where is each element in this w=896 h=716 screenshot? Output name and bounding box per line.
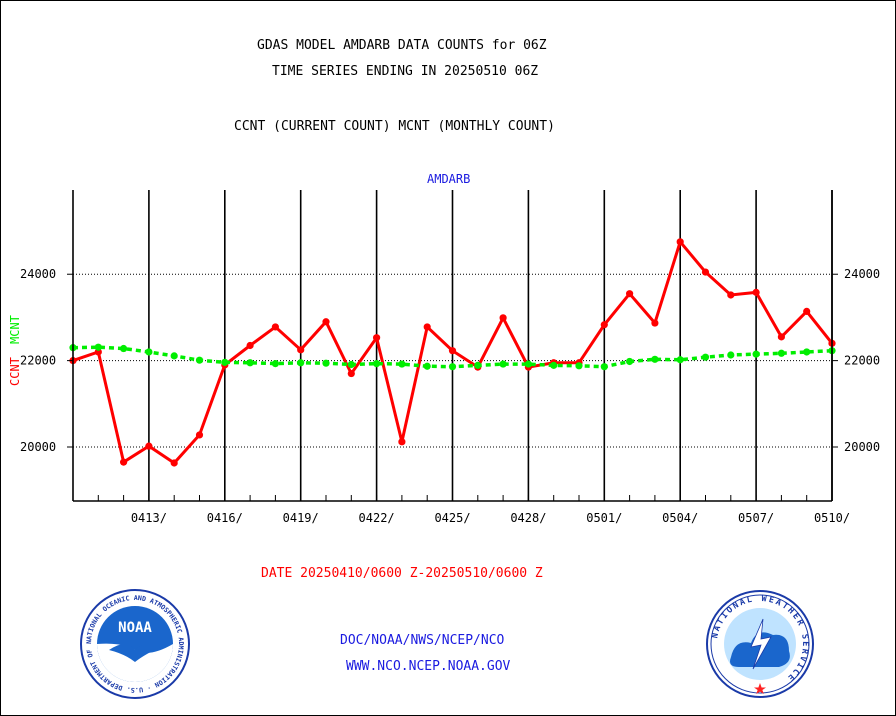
noaa-logo: NOAA NATIONAL OCEANIC AND ATMOSPHERIC AD… xyxy=(79,588,190,699)
point-ccnt xyxy=(246,341,254,350)
point-ccnt xyxy=(626,290,634,298)
point-mcnt xyxy=(524,360,533,368)
point-ccnt xyxy=(322,318,330,326)
title-line-2: TIME SERIES ENDING IN 20250510 06Z xyxy=(272,64,539,79)
point-mcnt xyxy=(752,350,760,358)
point-ccnt xyxy=(195,431,204,439)
point-mcnt xyxy=(550,361,558,369)
x-tick-label: 0504/ xyxy=(662,511,698,525)
website-line: WWW.NCO.NCEP.NOAA.GOV xyxy=(346,659,511,674)
x-tick-label: 0422/ xyxy=(359,511,395,525)
org-line: DOC/NOAA/NWS/NCEP/NCO xyxy=(340,633,505,648)
point-ccnt xyxy=(347,369,355,378)
point-ccnt xyxy=(752,288,760,296)
point-mcnt xyxy=(195,356,204,364)
point-mcnt xyxy=(448,363,457,371)
point-mcnt xyxy=(120,344,128,353)
point-ccnt xyxy=(271,323,279,331)
point-ccnt xyxy=(727,291,735,299)
x-tick-label: 0510/ xyxy=(814,511,850,525)
point-mcnt xyxy=(271,360,279,368)
point-mcnt xyxy=(803,348,811,356)
point-ccnt xyxy=(145,442,153,450)
point-mcnt xyxy=(423,362,431,370)
point-ccnt xyxy=(398,438,406,446)
point-ccnt xyxy=(676,238,684,246)
y-tick-label-left: 20000 xyxy=(20,440,56,454)
point-ccnt xyxy=(600,321,608,329)
point-mcnt xyxy=(94,343,102,351)
point-mcnt xyxy=(777,349,786,357)
point-ccnt xyxy=(701,268,710,276)
title-line-1: GDAS MODEL AMDARB DATA COUNTS for 06Z xyxy=(257,38,547,53)
point-ccnt xyxy=(448,347,457,355)
point-ccnt xyxy=(120,458,128,466)
point-ccnt xyxy=(651,319,659,327)
series-layer xyxy=(69,238,836,467)
subtitle: CCNT (CURRENT COUNT) MCNT (MONTHLY COUNT… xyxy=(234,119,555,134)
svg-text:NOAA: NOAA xyxy=(118,620,152,636)
point-mcnt xyxy=(499,360,507,368)
point-mcnt xyxy=(701,353,710,361)
point-mcnt xyxy=(600,363,608,371)
point-mcnt xyxy=(347,360,355,369)
point-mcnt xyxy=(373,360,381,368)
point-mcnt xyxy=(398,360,406,368)
x-tick-label: 0501/ xyxy=(586,511,622,525)
point-mcnt xyxy=(727,351,735,359)
point-mcnt xyxy=(297,359,305,367)
point-mcnt xyxy=(246,359,254,367)
grid-lines xyxy=(73,190,833,501)
x-tick-label: 0416/ xyxy=(207,511,243,525)
y-tick-label-left: 24000 xyxy=(20,267,56,281)
tick-labels: 20000 20000 22000 22000 24000 24000 0413/0416/… xyxy=(20,267,880,525)
y-tick-label-right: 20000 xyxy=(844,440,880,454)
point-ccnt xyxy=(777,333,786,341)
x-tick-label: 0413/ xyxy=(131,511,167,525)
point-ccnt xyxy=(170,459,178,467)
point-mcnt xyxy=(170,352,178,360)
y-tick-label-right: 24000 xyxy=(844,267,880,281)
y-label-ccnt: CCNT xyxy=(8,357,22,386)
point-mcnt xyxy=(651,355,659,363)
chart-title: AMDARB xyxy=(427,172,471,186)
point-ccnt xyxy=(297,346,305,354)
point-mcnt xyxy=(575,362,583,370)
y-tick-label-left: 22000 xyxy=(20,354,56,368)
x-tick-label: 0419/ xyxy=(283,511,319,525)
x-tick-label: 0425/ xyxy=(434,511,470,525)
point-mcnt xyxy=(145,348,153,356)
point-mcnt xyxy=(221,358,229,366)
point-mcnt xyxy=(474,361,482,369)
x-tick-label: 0507/ xyxy=(738,511,774,525)
nws-logo: NATIONAL WEATHER SERVICE xyxy=(706,590,814,698)
point-mcnt xyxy=(626,357,634,366)
point-ccnt xyxy=(373,334,381,342)
point-ccnt xyxy=(803,307,811,315)
point-ccnt xyxy=(499,314,507,322)
y-tick-label-right: 22000 xyxy=(844,354,880,368)
date-range-label: DATE 20250410/0600 Z-20250510/0600 Z xyxy=(261,566,543,581)
y-label-mcnt: MCNT xyxy=(8,315,22,344)
point-mcnt xyxy=(676,356,684,364)
point-mcnt xyxy=(322,359,330,367)
x-tick-label: 0428/ xyxy=(510,511,546,525)
point-ccnt xyxy=(423,323,431,331)
axes xyxy=(67,190,838,502)
